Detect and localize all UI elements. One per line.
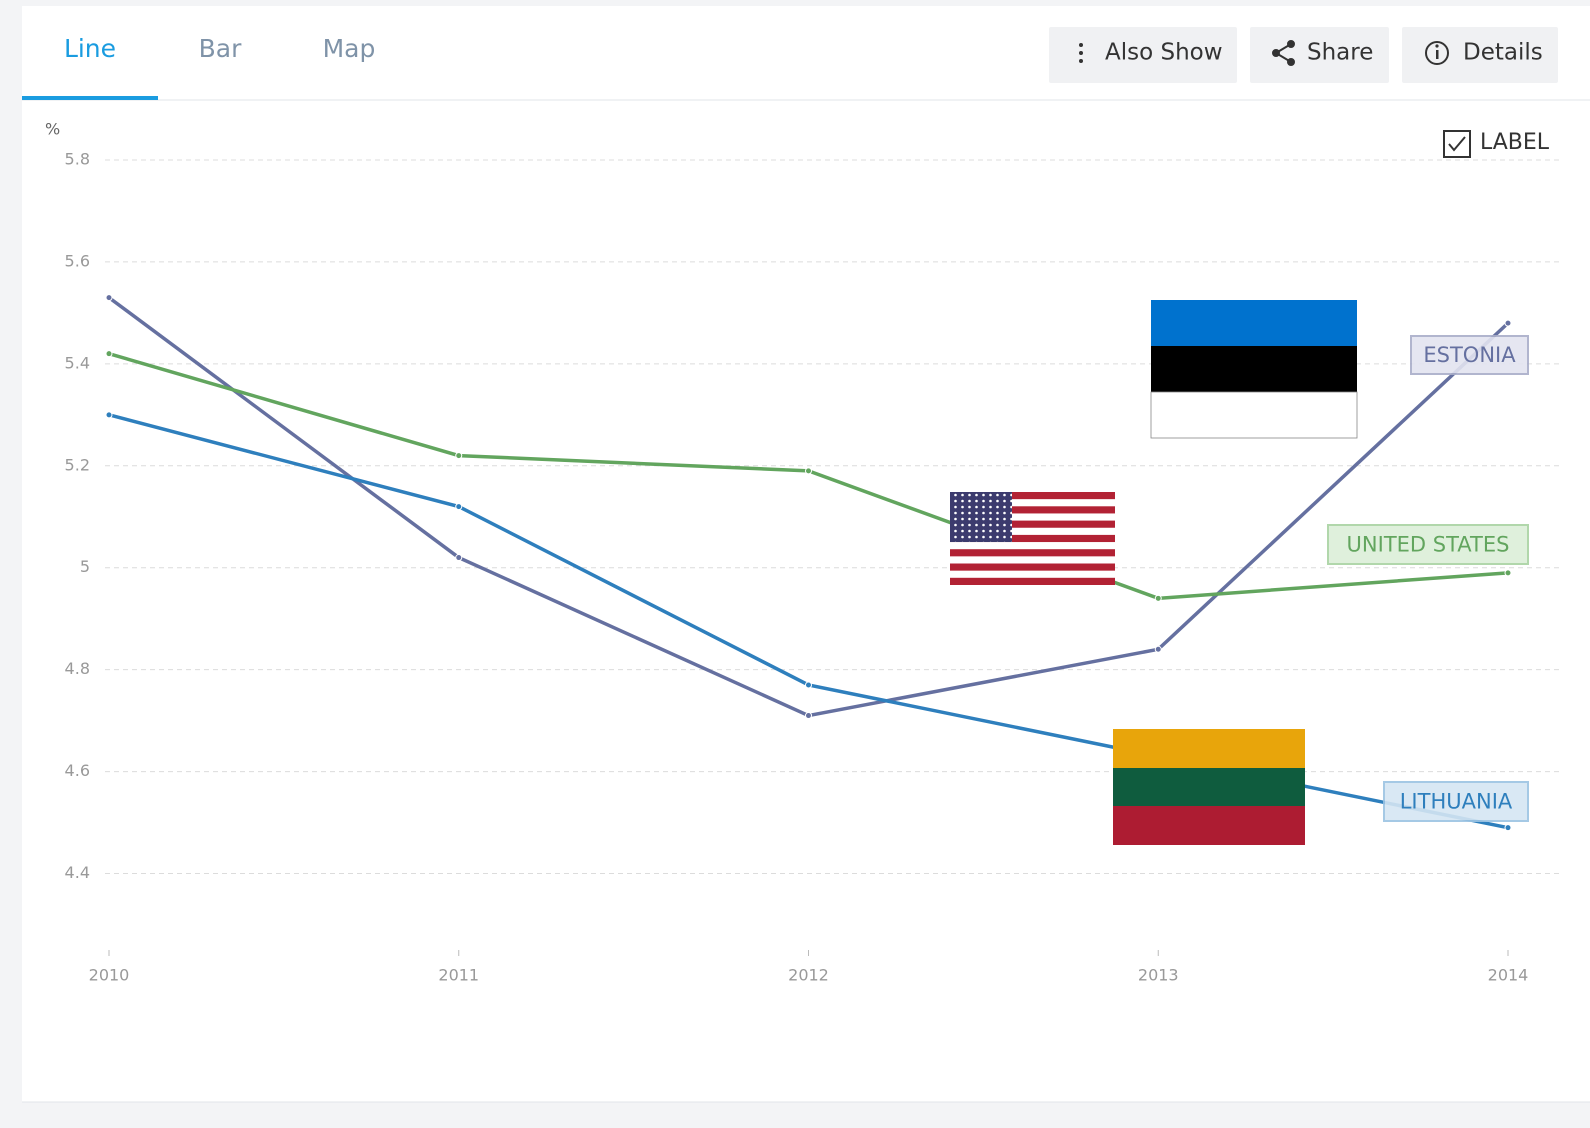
checkmark [1448, 136, 1466, 152]
y-tick-label: 4.4 [65, 863, 90, 882]
button-label: Details [1463, 40, 1543, 66]
data-point [805, 712, 812, 720]
y-tick-label: 5.8 [65, 150, 90, 169]
data-point [105, 411, 113, 419]
toggle-label: LABEL [1480, 130, 1550, 155]
tab-map[interactable]: Map [323, 34, 376, 63]
y-tick-label: 4.6 [65, 761, 90, 780]
data-point [805, 681, 812, 689]
share-icon [1272, 40, 1295, 66]
tab-underline [22, 96, 158, 100]
data-point [455, 452, 463, 460]
y-tick-label: 5.2 [65, 455, 90, 474]
data-point [1504, 569, 1512, 577]
series-label: LITHUANIA [1400, 790, 1513, 814]
y-tick-label: 5.4 [65, 353, 90, 372]
data-point [1504, 319, 1512, 327]
label-toggle[interactable]: LABEL [1443, 130, 1550, 158]
series-label: UNITED STATES [1347, 533, 1510, 557]
checkbox [1443, 130, 1471, 158]
button-bg [1402, 27, 1558, 83]
series-label-box [1410, 335, 1529, 375]
button-bg [1049, 27, 1237, 83]
data-point [1154, 594, 1162, 602]
series-labels: ESTONIA UNITED STATES LITHUANIA [1327, 335, 1529, 822]
axes: % 4.4 4.6 4.8 5 5.2 5.4 5.6 5.8 2010 2011 2012 2013 2… [45, 120, 1560, 985]
y-tick-label: 5 [80, 557, 90, 576]
x-tick-label: 2011 [438, 966, 479, 985]
series-label-box [1383, 781, 1529, 822]
button-bg [1250, 27, 1389, 83]
y-tick-label: 4.8 [65, 659, 90, 678]
y-axis-label: % [45, 120, 60, 139]
data-point [455, 554, 463, 562]
x-tick-label: 2013 [1138, 966, 1179, 985]
button-label: Share [1307, 40, 1373, 66]
flag-united-states [950, 492, 1115, 585]
tab-line[interactable]: Line [64, 34, 116, 63]
flag-lithuania [1113, 729, 1305, 845]
data-point [455, 503, 463, 511]
data-point [105, 350, 113, 358]
series-label-box [1327, 524, 1529, 565]
x-tick-label: 2010 [89, 966, 130, 985]
kebab-icon [1079, 43, 1083, 63]
data-point [105, 294, 113, 302]
data-point [1154, 645, 1162, 653]
data-point [1504, 824, 1512, 832]
info-icon [1425, 41, 1449, 65]
share-button[interactable]: Share [1250, 27, 1389, 83]
data-point [805, 467, 812, 475]
details-button[interactable]: Details [1402, 27, 1558, 83]
button-label: Also Show [1105, 40, 1223, 66]
x-tick-label: 2012 [788, 966, 829, 985]
flag-estonia [1150, 300, 1358, 439]
x-tick-label: 2014 [1488, 966, 1529, 985]
series-label: ESTONIA [1423, 343, 1516, 367]
tab-bar[interactable]: Bar [199, 34, 242, 63]
y-tick-label: 5.6 [65, 251, 90, 270]
also-show-button[interactable]: Also Show [1049, 27, 1237, 83]
